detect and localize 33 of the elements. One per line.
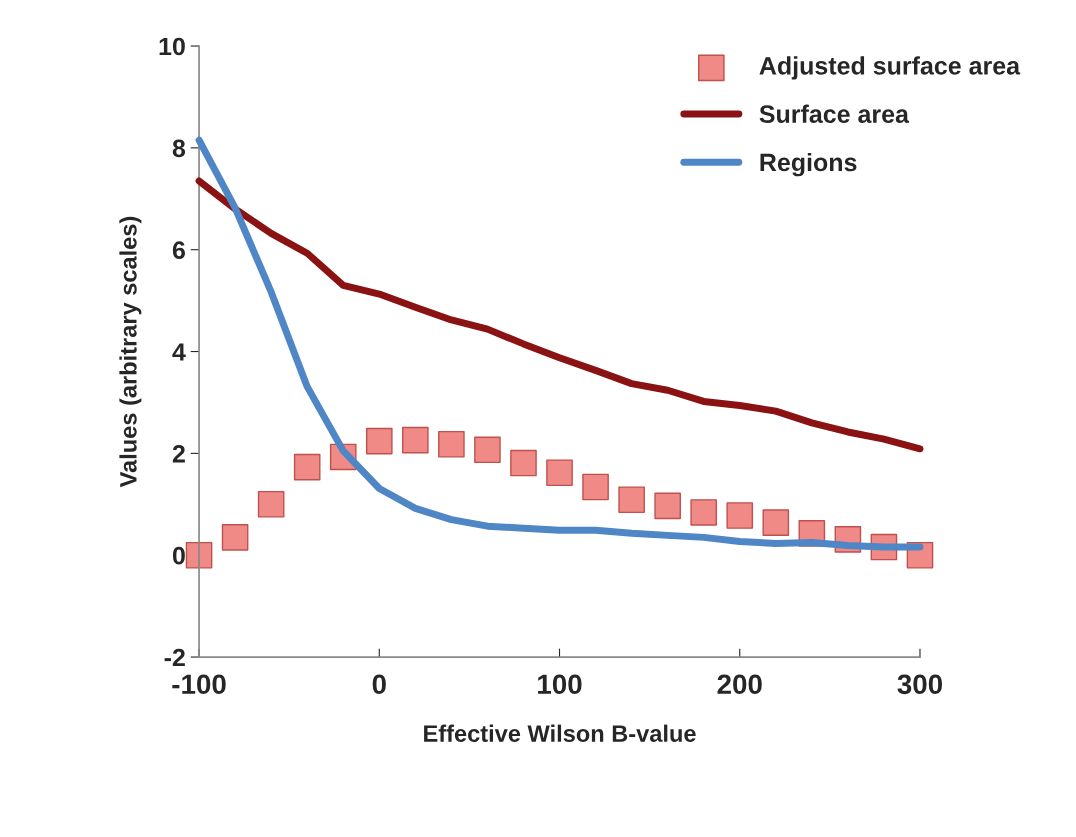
point (293, 453, 321, 481)
point (185, 541, 213, 569)
point (654, 492, 681, 520)
y-tick-label: -2 (164, 648, 185, 667)
point (582, 473, 609, 501)
point (690, 499, 718, 526)
point (510, 449, 537, 477)
point (257, 490, 285, 518)
y-tick-label: 2 (172, 444, 185, 463)
point (618, 486, 645, 514)
legend-label: Surface area (759, 104, 910, 123)
point (546, 459, 573, 487)
y-tick-label: 10 (159, 37, 185, 56)
y-tick-label: 4 (172, 343, 186, 361)
x-tick-label: -100 (172, 674, 226, 695)
x-tick-label: 0 (372, 674, 386, 695)
point (438, 430, 465, 458)
point (221, 524, 249, 551)
x-tick-label: 200 (717, 674, 762, 695)
y-tick-label: 0 (172, 546, 185, 565)
point (365, 427, 393, 455)
y-tick-label: 8 (172, 139, 186, 158)
point (474, 436, 501, 464)
y-tick-label: 6 (172, 241, 185, 260)
point (762, 509, 790, 536)
x-axis-title: Effective Wilson B-value (424, 724, 696, 742)
x-tick-label: 300 (897, 674, 943, 695)
point (402, 426, 429, 454)
legend-label: Regions (760, 152, 857, 177)
x-tick-label: 100 (538, 674, 582, 695)
legend-label: Adjusted surface area (759, 56, 1021, 80)
y-axis-title: Values (arbitrary scales) (119, 216, 142, 488)
point (726, 502, 754, 529)
